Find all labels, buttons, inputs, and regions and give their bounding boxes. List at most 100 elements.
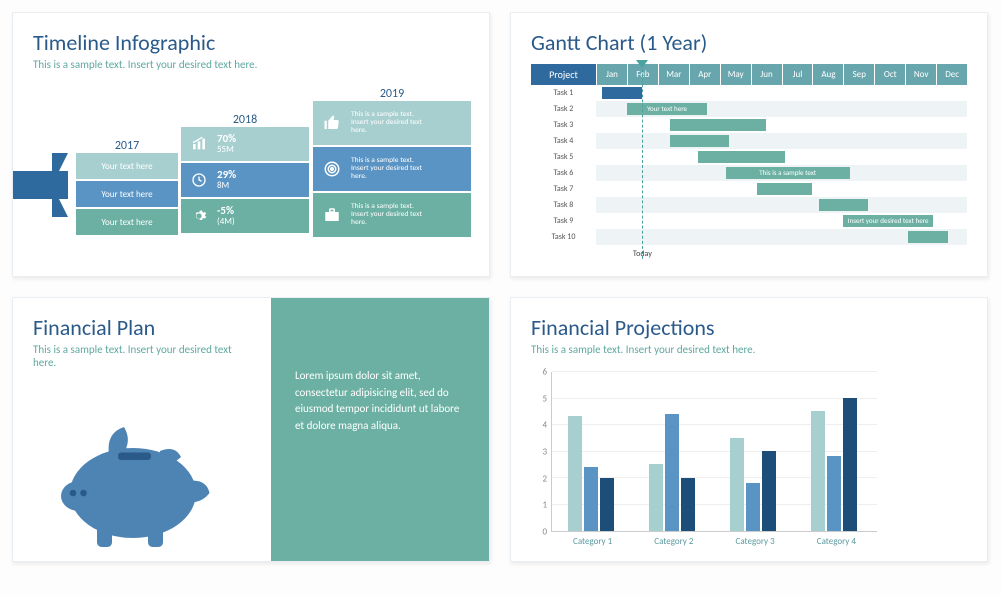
gantt-task-label: Task 9 <box>531 213 596 229</box>
plan-subtitle: This is a sample text. Insert your desir… <box>33 343 253 369</box>
gantt-container: ProjectJanFebMarAprMayJunJulAugSepOctNov… <box>531 64 967 245</box>
timeline-band: 29%8M <box>181 163 309 197</box>
gantt-row-cells <box>596 85 967 101</box>
gantt-row: Task 5 <box>531 149 967 165</box>
gantt-month-header: May <box>720 64 751 85</box>
chart-bar <box>584 467 598 531</box>
timeline-band: Your text here <box>76 209 178 235</box>
gantt-task-label: Task 6 <box>531 165 596 181</box>
gantt-bar: Insert your desired text here <box>843 215 933 227</box>
gantt-bar <box>670 135 729 147</box>
gantt-bar <box>602 87 642 99</box>
gantt-row-cells <box>596 197 967 213</box>
thumb-icon <box>313 114 351 132</box>
gantt-project-header: Project <box>531 64 596 85</box>
gantt-row: Task 8 <box>531 197 967 213</box>
timeline-stat: -5%(4M) <box>217 205 309 227</box>
timeline-band: -5%(4M) <box>181 199 309 233</box>
gantt-row: Task 9 Insert your desired text here <box>531 213 967 229</box>
timeline-year-label: 2018 <box>181 113 309 127</box>
gantt-bar <box>757 183 813 195</box>
gantt-row-cells <box>596 181 967 197</box>
gantt-today-line <box>642 64 643 259</box>
piggy-bank-icon <box>43 418 223 553</box>
chart-y-tick: 5 <box>542 393 547 404</box>
gantt-row: Task 4 <box>531 133 967 149</box>
gantt-row-cells <box>596 117 967 133</box>
chart-bar <box>568 416 582 531</box>
financial-plan-slide: Financial Plan This is a sample text. In… <box>12 297 490 562</box>
chart-bar <box>649 464 663 531</box>
timeline-year-2018: 2018 70%55M 29%8M -5%(4M) <box>181 85 309 235</box>
chart-y-tick: 1 <box>542 500 547 511</box>
chart-x-label: Category 1 <box>573 536 612 547</box>
projections-subtitle: This is a sample text. Insert your desir… <box>531 343 967 356</box>
timeline-subtitle: This is a sample text. Insert your desir… <box>33 58 469 71</box>
chart-y-tick: 2 <box>542 473 547 484</box>
timeline-band: This is a sample text.Insert your desire… <box>313 193 471 237</box>
timeline-tail-arrow <box>13 171 81 199</box>
clock-icon <box>181 172 217 188</box>
timeline-year-label: 2019 <box>313 87 471 101</box>
chart-bar <box>665 414 679 531</box>
timeline-band-text: Your text here <box>101 189 152 200</box>
chart-bar <box>843 398 857 531</box>
gantt-row: Task 1 <box>531 85 967 101</box>
gantt-bar <box>819 199 868 211</box>
gantt-month-header: Oct <box>874 64 905 85</box>
timeline-band: Your text here <box>76 153 178 179</box>
gantt-header-row: ProjectJanFebMarAprMayJunJulAugSepOctNov… <box>531 64 967 85</box>
chart-y-tick: 6 <box>542 367 547 378</box>
timeline-year-2019: 2019 This is a sample text.Insert your de… <box>313 85 471 239</box>
gantt-row-cells: Your text here <box>596 101 967 117</box>
timeline-band: Your text here <box>76 181 178 207</box>
timeline-desc: This is a sample text.Insert your desire… <box>351 203 471 228</box>
timeline-stat: 70%55M <box>217 133 309 155</box>
gantt-task-label: Task 8 <box>531 197 596 213</box>
gantt-task-label: Task 1 <box>531 85 596 101</box>
chart-bar-group <box>568 416 614 531</box>
briefcase-icon <box>313 206 351 224</box>
chart-y-tick: 4 <box>542 420 547 431</box>
target-icon <box>313 160 351 178</box>
chart-bar <box>600 478 614 531</box>
timeline-desc: This is a sample text.Insert your desire… <box>351 157 471 182</box>
gantt-task-label: Task 5 <box>531 149 596 165</box>
chart-bar <box>681 478 695 531</box>
chart-icon <box>181 136 217 152</box>
gantt-row-cells: This is a sample text <box>596 165 967 181</box>
plan-title: Financial Plan <box>33 314 253 341</box>
gantt-title: Gantt Chart (1 Year) <box>531 29 967 56</box>
chart-bar <box>827 456 841 531</box>
gantt-bar: This is a sample text <box>726 167 850 179</box>
gantt-chart-slide: Gantt Chart (1 Year) ProjectJanFebMarApr… <box>510 12 988 277</box>
gantt-month-header: Nov <box>905 64 936 85</box>
gantt-bar <box>908 231 948 243</box>
gantt-month-header: Jan <box>596 64 627 85</box>
chart-x-label: Category 2 <box>654 536 693 547</box>
chart-bar-group <box>811 398 857 531</box>
plan-body-text: Lorem ipsum dolor sit amet, consectetur … <box>295 368 465 434</box>
gantt-today-marker-icon <box>636 60 648 68</box>
gantt-bar <box>698 151 785 163</box>
gantt-row: Task 6 This is a sample text <box>531 165 967 181</box>
gantt-task-label: Task 10 <box>531 229 596 245</box>
plan-body-panel: Lorem ipsum dolor sit amet, consectetur … <box>271 298 489 561</box>
gantt-task-label: Task 7 <box>531 181 596 197</box>
gantt-row-cells <box>596 149 967 165</box>
gantt-month-header: Jul <box>782 64 813 85</box>
gantt-row: Task 3 <box>531 117 967 133</box>
chart-x-label: Category 3 <box>736 536 775 547</box>
timeline-year-2017: 2017Your text hereYour text hereYour tex… <box>76 85 178 237</box>
timeline-desc: This is a sample text.Insert your desire… <box>351 111 471 136</box>
projections-chart: 0123456 Category 1Category 2Category 3Ca… <box>531 372 967 532</box>
timeline-infographic-slide: Timeline Infographic This is a sample te… <box>12 12 490 277</box>
gantt-row: Task 2Your text here <box>531 101 967 117</box>
timeline-graphic: 2017Your text hereYour text hereYour tex… <box>13 85 489 255</box>
timeline-band: This is a sample text.Insert your desire… <box>313 147 471 191</box>
gantt-month-header: Dec <box>936 64 967 85</box>
gantt-task-label: Task 3 <box>531 117 596 133</box>
timeline-year-label: 2017 <box>76 139 178 153</box>
gantt-today-label: Today <box>633 249 652 259</box>
gantt-month-header: Aug <box>812 64 843 85</box>
